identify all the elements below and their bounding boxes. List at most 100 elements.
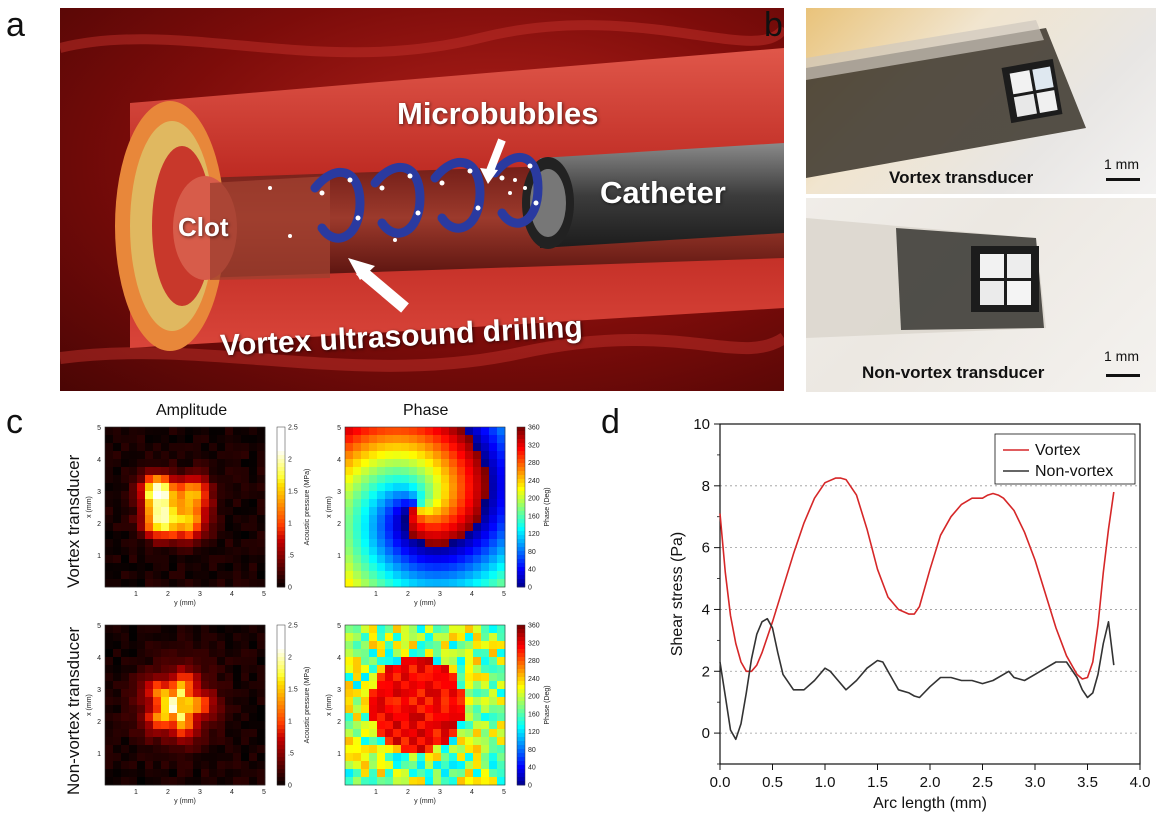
heatmap-cell [145,515,154,524]
heatmap-cell [145,705,154,714]
heatmap-cell [441,427,450,436]
heatmap-cell [193,427,202,436]
colorbar-tick: 0 [528,783,532,790]
heatmap-cell [217,641,226,650]
heatmap-cell [225,769,234,778]
heatmap-cell [169,769,178,778]
heatmap-cell [481,555,490,564]
heatmap-cell [193,689,202,698]
heatmap-cell [257,571,266,580]
heatmap-cell [201,665,210,674]
heatmap-cell [441,721,450,730]
heatmap-cell [353,555,362,564]
heatmap-cell [121,547,130,556]
heatmap-cell [377,515,386,524]
heatmap-xtick: 2 [166,789,170,796]
heatmap-cell [417,555,426,564]
heatmap-cell [361,475,370,484]
heatmap-cell [361,459,370,468]
heatmap-cell [185,571,194,580]
colorbar-segment [277,475,285,480]
heatmap-cell [385,745,394,754]
heatmap-cell [113,633,122,642]
heatmap-cell [345,531,354,540]
heatmap-cell [361,467,370,476]
heatmap-ytick: 2 [337,719,341,726]
heatmap-cell [217,657,226,666]
heatmap-cell [497,665,506,674]
heatmap-cell [153,435,162,444]
heatmap-cell [497,681,506,690]
heatmap-cell [353,673,362,682]
colorbar-segment [517,661,525,666]
heatmap-cell [465,721,474,730]
heatmap-cell [145,753,154,762]
heatmap-cell [225,467,234,476]
heatmap-cell [225,523,234,532]
heatmap-cell [153,665,162,674]
heatmap-cell [249,467,258,476]
xtick-label: 4.0 [1130,774,1151,791]
heatmap-cell [393,737,402,746]
heatmap-cell [457,761,466,770]
heatmap-cell [393,523,402,532]
colorbar-segment [517,773,525,778]
colorbar-tick: 1.5 [288,489,298,496]
colorbar-tick: 200 [528,496,540,503]
heatmap-cell [217,753,226,762]
heatmap-cell [361,697,370,706]
heatmap-cell [105,625,114,634]
heatmap-cell [185,499,194,508]
heatmap-cell [105,515,114,524]
heatmap-cell [473,427,482,436]
heatmap-cell [417,657,426,666]
heatmap-cell [257,475,266,484]
heatmap-cell [353,467,362,476]
heatmap-cell [433,721,442,730]
heatmap-cell [433,649,442,658]
scale-bar-top [1106,178,1140,181]
heatmap-cell [465,705,474,714]
heatmap-cell [233,459,242,468]
heatmap-xtick: 1 [134,789,138,796]
heatmap-cell [473,499,482,508]
colorbar-segment [277,677,285,682]
heatmap-cell [465,459,474,468]
heatmap-ytick: 2 [97,719,101,726]
heatmap-cell [257,579,266,588]
heatmap-cell [481,689,490,698]
colorbar-segment [517,749,525,754]
heatmap-cell [361,451,370,460]
heatmap-frame [344,426,506,588]
heatmap-cell [129,777,138,786]
y-axis-title: Shear stress (Pa) [669,532,686,656]
heatmap-ytick: 3 [97,489,101,496]
heatmap-cell [161,753,170,762]
heatmap-cell [169,697,178,706]
heatmap-cell [481,523,490,532]
colorbar-segment [277,653,285,658]
colorbar-segment [277,499,285,504]
heatmap-cell [449,689,458,698]
heatmap-cell [105,427,114,436]
heatmap-cell [345,753,354,762]
heatmap-cell [129,443,138,452]
heatmap-ylabel: x (mm) [326,694,333,716]
heatmap-cell [161,737,170,746]
heatmap-cell [129,769,138,778]
heatmap-cell [129,507,138,516]
colorbar-segment [517,717,525,722]
heatmap-cell [417,729,426,738]
colorbar-segment [517,503,525,508]
colorbar-segment [517,535,525,540]
colorbar-tick: 0 [288,585,292,592]
heatmap-cell [185,515,194,524]
colorbar-tick: 280 [528,460,540,467]
heatmap-cell [433,563,442,572]
colorbar-segment [517,705,525,710]
heatmap-cell [169,657,178,666]
colorbar-segment [277,629,285,634]
heatmap-cell [457,515,466,524]
heatmap-cell [113,507,122,516]
heatmap-cell [185,539,194,548]
